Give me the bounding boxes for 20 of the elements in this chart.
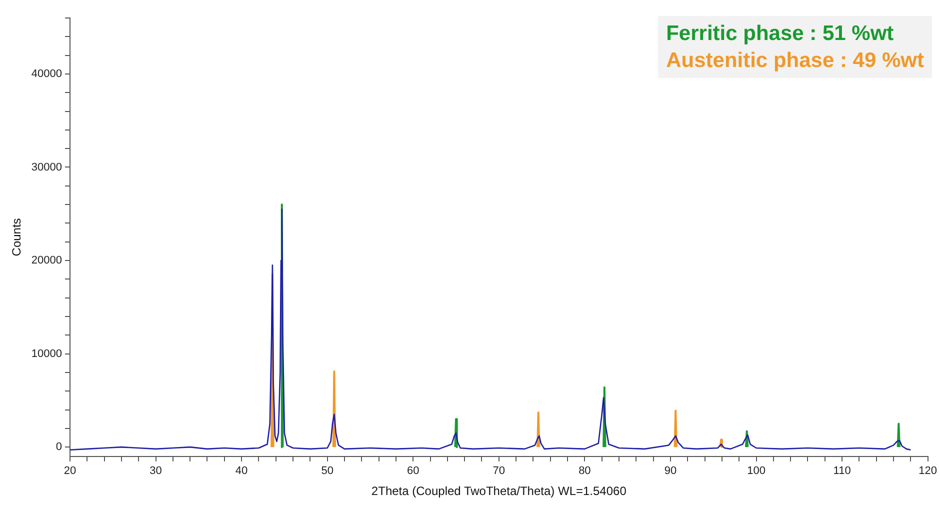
x-tick-label: 20: [64, 465, 76, 478]
x-axis-title: 2Theta (Coupled TwoTheta/Theta) WL=1.54060: [371, 484, 627, 498]
y-axis-title: Counts: [10, 218, 24, 256]
annotation: Austenitic phase : 49 %wt: [666, 48, 924, 74]
annotation: Ferritic phase : 51 %wt: [666, 21, 895, 47]
x-tick-label: 50: [321, 465, 334, 478]
x-tick-label: 120: [918, 465, 938, 478]
y-tick-label: 40000: [31, 68, 62, 80]
x-tick-label: 90: [664, 465, 677, 478]
x-tick-label: 80: [578, 465, 591, 478]
x-tick-label: 30: [150, 465, 162, 478]
x-tick-label: 40: [235, 465, 248, 478]
x-tick-label: 100: [747, 465, 766, 478]
y-tick-label: 10000: [31, 348, 62, 360]
x-tick-label: 70: [492, 465, 506, 478]
y-tick-label: 30000: [31, 161, 62, 174]
y-tick-label: 20000: [31, 254, 62, 267]
y-tick-label: 0: [56, 441, 62, 454]
x-tick-label: 60: [406, 465, 420, 478]
x-tick-label: 110: [833, 465, 851, 478]
